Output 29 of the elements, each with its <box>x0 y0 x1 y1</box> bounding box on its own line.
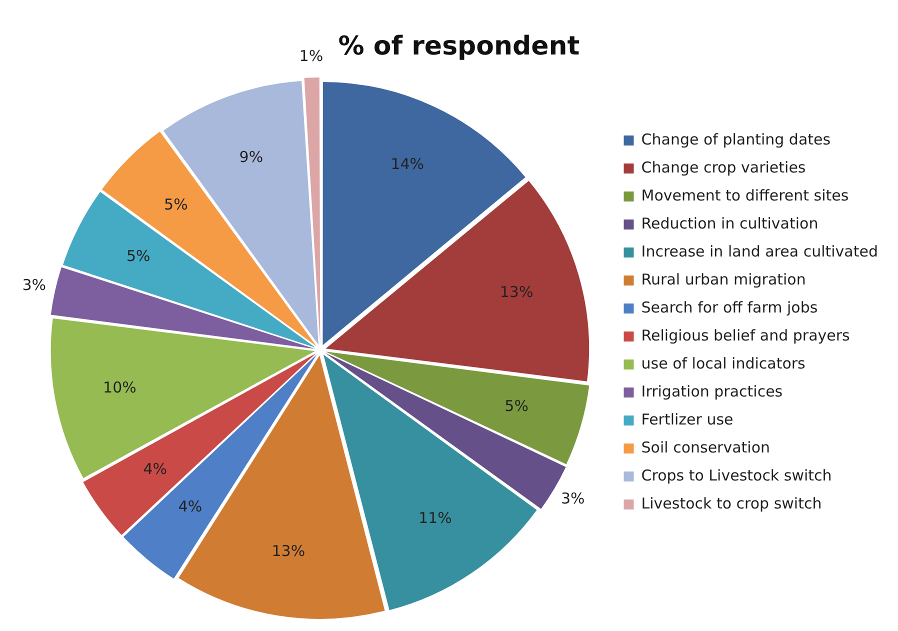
data-label: 9% <box>239 148 264 166</box>
legend-label: Soil conservation <box>641 438 770 456</box>
data-label: 10% <box>103 378 136 396</box>
legend-label: Livestock to crop switch <box>641 494 822 512</box>
data-label: 1% <box>299 46 324 65</box>
legend-label: Rural urban migration <box>641 270 806 288</box>
data-label: 3% <box>560 489 585 508</box>
data-label: 5% <box>504 396 528 415</box>
chart-title: % of respondent <box>338 31 580 62</box>
legend-label: Search for off farm jobs <box>641 298 818 316</box>
legend-label: Reduction in cultivation <box>641 214 818 232</box>
data-label: 5% <box>164 196 188 214</box>
legend-label: Crops to Livestock switch <box>641 466 832 484</box>
legend-label: Movement to different sites <box>641 186 849 204</box>
data-label: 11% <box>418 508 452 527</box>
data-label: 4% <box>178 497 202 516</box>
legend-label: Irrigation practices <box>641 382 783 400</box>
data-label: 14% <box>390 155 424 174</box>
data-label: 4% <box>143 460 168 478</box>
legend-label: use of local indicators <box>641 354 806 372</box>
legend-label: Increase in land area cultivated <box>641 242 878 260</box>
data-label: 13% <box>500 283 534 301</box>
legend-label: Religious belief and prayers <box>641 326 850 344</box>
legend-label: Change crop varieties <box>641 158 806 176</box>
data-label: 5% <box>126 247 150 266</box>
data-label: 13% <box>272 542 306 560</box>
legend-label: Fertlizer use <box>641 410 734 428</box>
data-label: 3% <box>22 276 46 294</box>
legend-label: Change of planting dates <box>641 130 831 148</box>
